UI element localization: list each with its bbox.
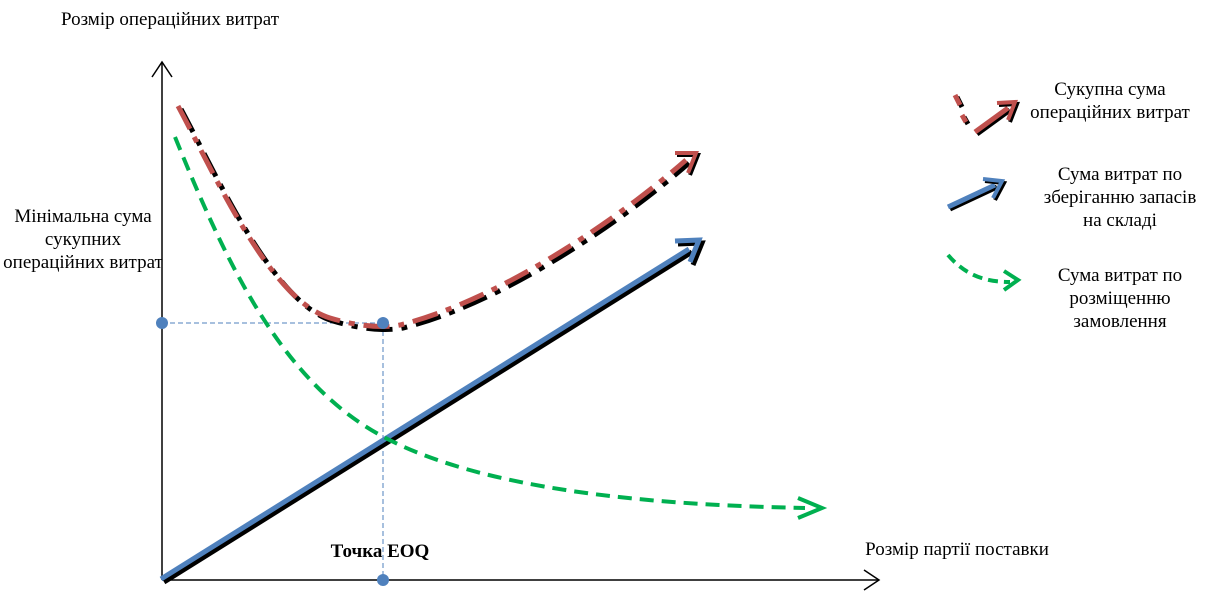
axes bbox=[151, 60, 881, 591]
min-cost-label: Мінімальна сума сукупних операційних вит… bbox=[3, 206, 163, 273]
storage-cost-line bbox=[159, 237, 706, 585]
legend-order-label: Сума витрат по розміщенню замовлення bbox=[1057, 265, 1183, 332]
y-axis-label: Розмір операційних витрат bbox=[60, 9, 280, 30]
legend-total-label: Сукупна сума операційних витрат bbox=[1030, 79, 1190, 123]
min-cost-point bbox=[377, 317, 389, 329]
legend-storage-label: Сума витрат по зберіганню запасів на скл… bbox=[1043, 164, 1197, 231]
eoq-point-label: Точка EOQ bbox=[330, 541, 430, 562]
y-axis-arrowhead bbox=[151, 60, 173, 78]
min-cost-point-y bbox=[156, 317, 168, 329]
legend-total-symbol bbox=[952, 93, 1020, 137]
eoq-point-x bbox=[377, 574, 389, 586]
guide-lines bbox=[162, 322, 384, 580]
x-axis-arrowhead bbox=[863, 569, 881, 591]
legend bbox=[946, 93, 1022, 292]
order-cost-curve bbox=[173, 136, 828, 520]
legend-order-symbol bbox=[946, 253, 1022, 292]
legend-storage-symbol bbox=[946, 177, 1008, 212]
points bbox=[156, 317, 389, 586]
x-axis-label: Розмір партії поставки bbox=[865, 539, 1049, 560]
